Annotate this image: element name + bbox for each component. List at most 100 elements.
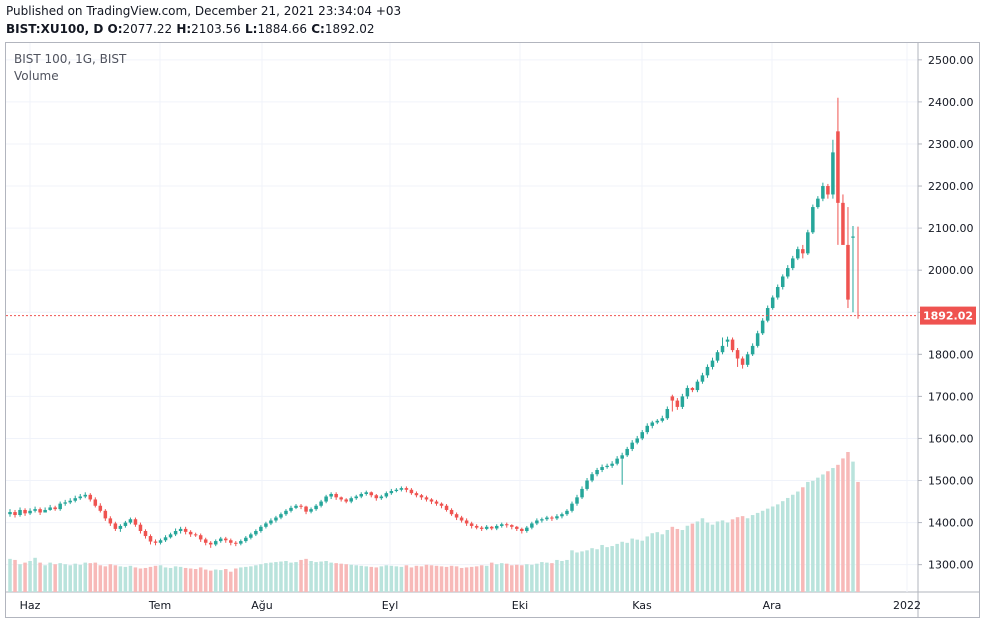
volume-bar [620,541,624,592]
volume-bar [474,566,479,592]
volume-bar [108,564,113,592]
candle-body [264,523,268,527]
candle-body [369,492,374,496]
volume-bar [665,530,670,592]
candle-body [249,534,253,538]
candle-body [545,517,549,520]
candle-body [851,236,855,238]
last-price-label: 1892.02 [923,310,973,323]
candle-body [384,493,389,497]
candle-body [811,207,815,233]
volume-bar [745,518,750,592]
candle-body [203,539,208,543]
open-value: 2077.22 [122,22,173,36]
candle-body [650,422,655,426]
volume-bar [725,522,730,592]
candle-body [284,510,288,515]
candle-body [18,509,22,516]
candle-body [23,509,27,514]
candle-body [750,345,755,355]
publish-info: Published on TradingView.com, December 2… [6,4,402,18]
candle-body [630,442,634,449]
candle-body [429,499,434,502]
volume-bar [244,566,248,592]
candle-body [575,497,579,504]
candle-body [715,352,720,361]
candle-body [314,505,318,510]
candle-body [670,396,675,401]
volume-bar [680,530,685,592]
volume-bar [826,471,830,592]
volume-bar [760,510,765,592]
volume-bar [153,565,158,592]
volume-bar [801,487,805,592]
volume-bar [8,558,12,592]
volume-bar [459,567,464,592]
candle-body [133,519,138,525]
candle-body [525,527,529,531]
candle-body [499,524,504,526]
candle-body [610,463,614,466]
volume-bar [806,481,810,592]
legend-title: BIST 100, 1G, BIST [14,52,127,66]
candle-body [218,538,223,542]
x-tick-label: Ara [763,599,782,612]
candle-body [294,505,298,508]
candle-body [48,507,52,510]
candle-body [239,541,243,544]
volume-bar [791,494,795,592]
y-tick-label: 1500.00 [928,475,974,488]
volume-bar [193,569,198,592]
candle-body [454,514,459,518]
candle-body [505,524,509,526]
volume-bar [600,544,604,592]
candle-body [780,276,785,287]
volume-bar [374,567,379,592]
volume-bar [675,528,680,592]
volume-bar [770,506,775,592]
candle-body [474,525,479,528]
candle-body [28,510,32,514]
candle-body [98,505,103,511]
y-tick-label: 2400.00 [928,96,974,109]
candle-body [836,131,840,203]
candle-body [424,497,429,500]
candle-body [710,360,715,367]
candle-body [685,387,690,397]
volume-bar [444,566,449,592]
volume-bar [419,566,424,592]
close-value: 1892.02 [324,22,375,36]
volume-bar [785,497,790,592]
y-tick-label: 1600.00 [928,432,974,445]
candle-body [198,535,203,540]
candle-body [765,308,770,321]
volume-bar [479,565,484,592]
volume-bar [113,565,118,592]
volume-bar [670,526,675,592]
candle-body [459,517,464,521]
volume-bar [404,565,409,592]
candle-body [103,510,108,519]
candle-body [63,502,67,504]
y-tick-label: 2500.00 [928,54,974,67]
volume-bar [590,548,594,592]
volume-bar [339,563,343,592]
volume-bar [118,566,123,592]
y-tick-label: 2300.00 [928,138,974,151]
candle-body [58,503,62,510]
volume-bar [299,559,303,592]
candle-body [565,510,569,515]
volume-bar [690,523,695,592]
y-tick-label: 1700.00 [928,390,974,403]
volume-bar [525,564,529,592]
candle-body [409,489,414,494]
candle-body [484,526,489,529]
candle-body [234,542,238,544]
volume-bar [821,474,825,592]
volume-bar [254,565,258,592]
volume-bar [424,564,429,592]
volume-bar [720,520,725,592]
candle-body [439,503,444,506]
volume-bar [580,551,584,592]
